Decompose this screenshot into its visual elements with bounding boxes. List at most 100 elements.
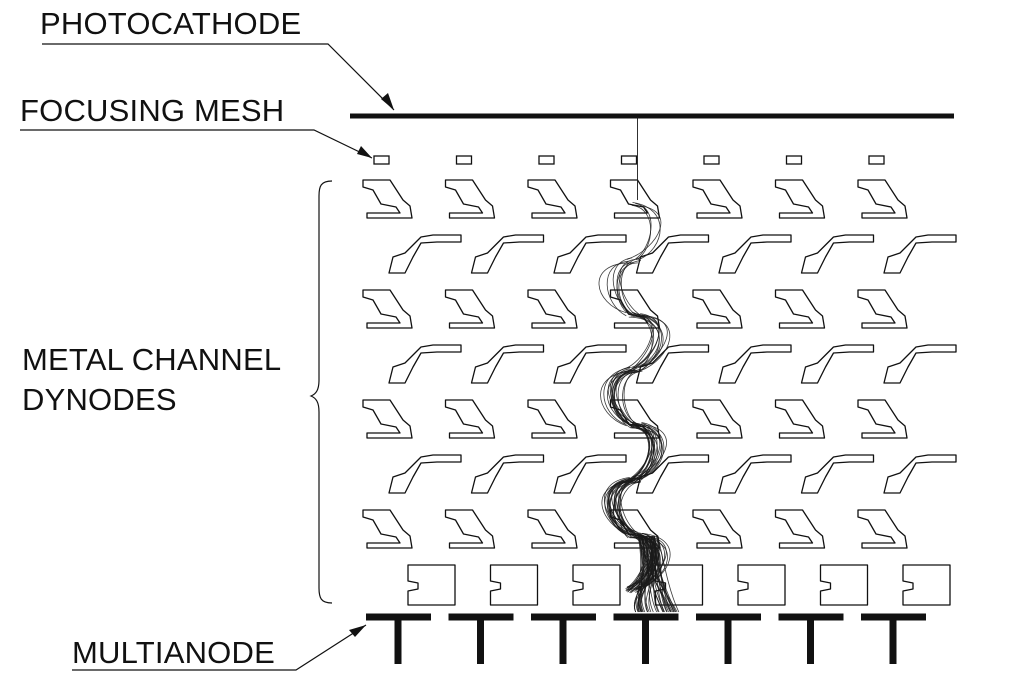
dynodes-label-line-2: DYNODES xyxy=(22,382,177,417)
photocathode-label: PHOTOCATHODE xyxy=(40,6,302,41)
dynode xyxy=(857,179,908,219)
dynode xyxy=(444,289,496,329)
dynode xyxy=(635,454,710,494)
dynode xyxy=(774,179,826,219)
electron-track xyxy=(613,370,641,428)
electron-track xyxy=(648,535,656,613)
electron-track xyxy=(650,535,675,613)
dynode xyxy=(883,454,957,494)
electron-track xyxy=(657,535,680,613)
dynode xyxy=(609,179,661,219)
focusing-mesh-element xyxy=(373,155,390,165)
dynode xyxy=(470,344,545,384)
focusing-mesh-layer xyxy=(373,155,885,165)
photocathode-leader-arrow xyxy=(381,93,394,110)
last-dynode xyxy=(572,564,621,606)
focusing-mesh-element xyxy=(703,155,720,165)
electron-track xyxy=(606,260,630,317)
dynode xyxy=(718,454,792,494)
electron-track xyxy=(607,480,633,535)
dynode xyxy=(362,179,413,219)
dynode xyxy=(553,344,627,384)
dynodes-label: METAL CHANNEL DYNODES xyxy=(22,340,281,420)
dynode xyxy=(857,399,908,439)
electron-track xyxy=(610,368,630,423)
dynode xyxy=(774,509,826,549)
dynode xyxy=(635,344,710,384)
focusing-mesh-element xyxy=(538,155,555,165)
dynode xyxy=(527,179,578,219)
electron-track xyxy=(613,367,638,428)
dynode xyxy=(388,344,462,384)
dynode xyxy=(883,234,957,274)
dynode xyxy=(527,289,578,329)
electron-track xyxy=(628,316,660,369)
electron-track xyxy=(610,481,640,533)
dynode xyxy=(553,454,627,494)
focusing-mesh-element xyxy=(868,155,885,165)
dynode xyxy=(692,399,743,439)
dynode xyxy=(883,344,957,384)
electron-track xyxy=(637,535,660,613)
dynode xyxy=(470,454,545,494)
dynodes-label-line-1: METAL CHANNEL xyxy=(22,342,282,377)
electron-track xyxy=(633,535,652,613)
last-dynode xyxy=(489,564,539,606)
electron-track xyxy=(618,260,641,315)
dynode xyxy=(800,344,875,384)
last-dynode xyxy=(902,564,951,606)
electron-track xyxy=(640,316,671,372)
electron-track xyxy=(645,535,676,613)
dynode-array xyxy=(362,179,957,549)
electron-track xyxy=(630,313,664,368)
last-dynode xyxy=(407,564,456,606)
electron-track xyxy=(636,535,657,613)
electron-track xyxy=(604,477,633,535)
multianode-leader xyxy=(72,624,367,671)
electron-track xyxy=(607,369,638,426)
dynode xyxy=(527,509,578,549)
dynode xyxy=(774,399,826,439)
electron-track xyxy=(631,205,652,261)
dynode xyxy=(527,399,578,439)
dynode xyxy=(857,289,908,329)
dynode xyxy=(800,234,875,274)
multianode-label: MULTIANODE xyxy=(72,635,275,670)
dynode xyxy=(388,454,462,494)
dynode xyxy=(444,509,496,549)
electron-track xyxy=(640,535,655,613)
dynode xyxy=(362,399,413,439)
focusing-mesh-label: FOCUSING MESH xyxy=(20,93,285,128)
dynode xyxy=(553,234,627,274)
dynodes-brace xyxy=(309,180,333,604)
dynode xyxy=(362,289,413,329)
focusing-mesh-element xyxy=(785,155,803,165)
dynode xyxy=(857,509,908,549)
electron-track xyxy=(632,424,667,478)
dynode xyxy=(444,399,496,439)
electron-track xyxy=(639,535,672,613)
last-dynode xyxy=(737,564,786,606)
electron-track xyxy=(630,421,663,481)
dynode xyxy=(692,509,743,549)
focusing-mesh-leader-arrow xyxy=(357,146,372,158)
dynode xyxy=(470,234,545,274)
focusing-mesh-element xyxy=(455,155,473,165)
dynode xyxy=(718,234,792,274)
dynode xyxy=(800,454,875,494)
dynode xyxy=(444,179,496,219)
photocathode-leader xyxy=(42,43,395,111)
leader-lines xyxy=(20,43,395,671)
electron-cascade xyxy=(598,117,680,613)
electron-track xyxy=(646,535,660,613)
electron-track xyxy=(633,425,661,480)
focusing-mesh-element xyxy=(620,155,638,165)
electron-track xyxy=(612,257,635,317)
dynode xyxy=(635,234,710,274)
dynode xyxy=(692,289,743,329)
dynode xyxy=(692,179,743,219)
electron-track xyxy=(656,535,668,613)
electron-track xyxy=(638,423,665,480)
